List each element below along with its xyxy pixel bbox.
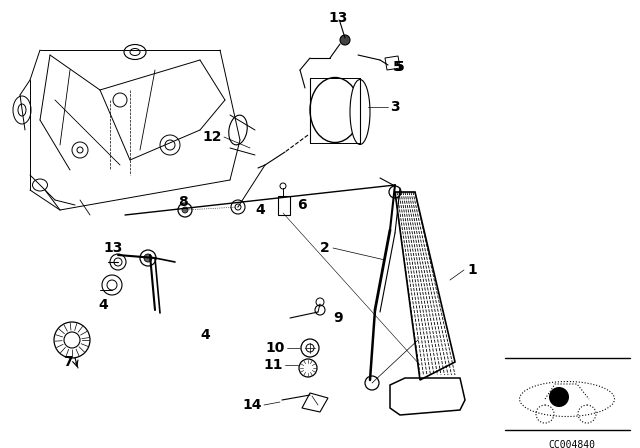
Text: 13: 13 (103, 241, 123, 255)
Text: 13: 13 (328, 11, 348, 25)
Text: 4: 4 (200, 328, 210, 342)
Ellipse shape (310, 78, 360, 142)
Text: 8: 8 (178, 195, 188, 209)
Circle shape (182, 207, 188, 213)
Text: 14: 14 (243, 398, 262, 412)
Circle shape (340, 35, 350, 45)
Text: 9: 9 (333, 311, 342, 325)
Circle shape (549, 387, 569, 407)
Text: 7: 7 (63, 355, 73, 369)
Text: 1: 1 (467, 263, 477, 277)
Text: CC004840: CC004840 (548, 440, 595, 448)
Text: 3: 3 (390, 100, 399, 114)
Ellipse shape (350, 79, 370, 145)
Ellipse shape (520, 382, 614, 417)
Text: 4: 4 (255, 203, 265, 217)
Text: 5: 5 (395, 60, 404, 74)
Text: 6: 6 (297, 198, 307, 212)
Text: 12: 12 (202, 130, 222, 144)
Text: 5: 5 (393, 60, 403, 74)
Circle shape (144, 254, 152, 262)
Text: 10: 10 (266, 341, 285, 355)
Text: 2: 2 (320, 241, 330, 255)
Text: 4: 4 (99, 298, 108, 312)
Text: 11: 11 (264, 358, 283, 372)
